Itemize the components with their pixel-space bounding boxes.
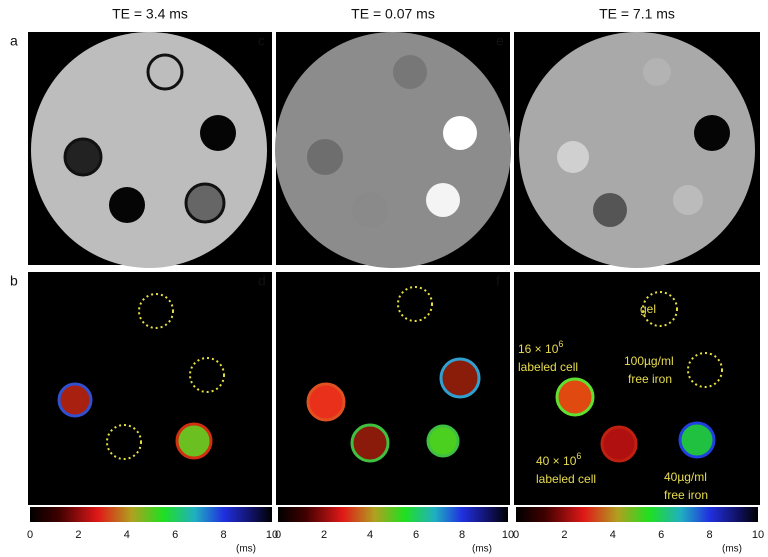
- colorbar-tick-label: 10: [752, 529, 764, 541]
- colorbar: [278, 507, 508, 522]
- panel-title: TE = 7.1 ms: [599, 6, 675, 22]
- annotation: free iron: [628, 372, 672, 386]
- vial-map: [441, 359, 479, 397]
- vial-map: [352, 425, 388, 461]
- vial: [393, 55, 427, 89]
- vial: [307, 139, 343, 175]
- colorbar-tick-label: 8: [459, 529, 465, 541]
- colorbar-unit: (ms): [472, 544, 492, 555]
- vial: [148, 55, 182, 89]
- vial: [694, 115, 730, 151]
- phantom: [519, 32, 755, 268]
- colorbar: [516, 507, 758, 522]
- vial: [673, 185, 703, 215]
- colorbar-tick-label: 4: [610, 529, 616, 541]
- colorbar-tick-label: 8: [707, 529, 713, 541]
- colorbar-tick-label: 6: [172, 529, 178, 541]
- t2-map: [514, 272, 760, 505]
- vial: [65, 139, 101, 175]
- vial-map: [59, 384, 91, 416]
- vial: [443, 116, 477, 150]
- annotation: 16 × 106: [518, 339, 563, 356]
- colorbar-tick-label: 8: [221, 529, 227, 541]
- vial: [593, 193, 627, 227]
- vial: [200, 115, 236, 151]
- colorbar-unit: (ms): [722, 544, 742, 555]
- figure: TE = 3.4 ms a b 0 2 4 6 8 10 (ms) TE = 0.07 ms c d 0 2…: [0, 0, 768, 557]
- annotation: free iron: [664, 488, 708, 502]
- annotation-text: 40 × 10: [536, 454, 577, 468]
- panel-label: d: [258, 273, 266, 289]
- annotation-superscript: 6: [558, 339, 563, 349]
- vial-map: [428, 426, 458, 456]
- vial-map: [308, 384, 344, 420]
- annotation: 40 × 106: [536, 451, 581, 468]
- colorbar-tick-label: 0: [27, 529, 33, 541]
- colorbar-unit: (ms): [236, 544, 256, 555]
- vial: [643, 58, 671, 86]
- colorbar-tick-label: 4: [124, 529, 130, 541]
- vial-map: [680, 423, 714, 457]
- vial-map: [602, 427, 636, 461]
- colorbar-tick-label: 2: [75, 529, 81, 541]
- vial: [109, 187, 145, 223]
- colorbar-tick-label: 0: [275, 529, 281, 541]
- annotation: 100µg/ml: [624, 354, 674, 368]
- colorbar-tick-label: 4: [367, 529, 373, 541]
- panel-title: TE = 0.07 ms: [351, 6, 435, 22]
- colorbar-tick-label: 2: [561, 529, 567, 541]
- colorbar-tick-label: 6: [413, 529, 419, 541]
- annotation-superscript: 6: [576, 451, 581, 461]
- colorbar: [30, 507, 272, 522]
- colorbar-tick-label: 0: [513, 529, 519, 541]
- annotation: 40µg/ml: [664, 470, 707, 484]
- panel-title: TE = 3.4 ms: [112, 6, 188, 22]
- panel-label: e: [496, 33, 504, 49]
- panel-label: f: [496, 273, 500, 289]
- vial-map: [177, 424, 211, 458]
- vial-map: [557, 379, 593, 415]
- panel-label: c: [258, 33, 265, 49]
- panel-label: b: [10, 273, 18, 289]
- colorbar-tick-label: 6: [658, 529, 664, 541]
- annotation: labeled cell: [536, 472, 596, 486]
- vial: [186, 184, 224, 222]
- annotation: gel: [640, 302, 656, 316]
- annotation-text: 16 × 10: [518, 342, 559, 356]
- vial: [557, 141, 589, 173]
- annotation: labeled cell: [518, 360, 578, 374]
- colorbar-tick-label: 2: [321, 529, 327, 541]
- vial: [352, 192, 388, 228]
- panel-label: a: [10, 33, 18, 49]
- vial: [426, 183, 460, 217]
